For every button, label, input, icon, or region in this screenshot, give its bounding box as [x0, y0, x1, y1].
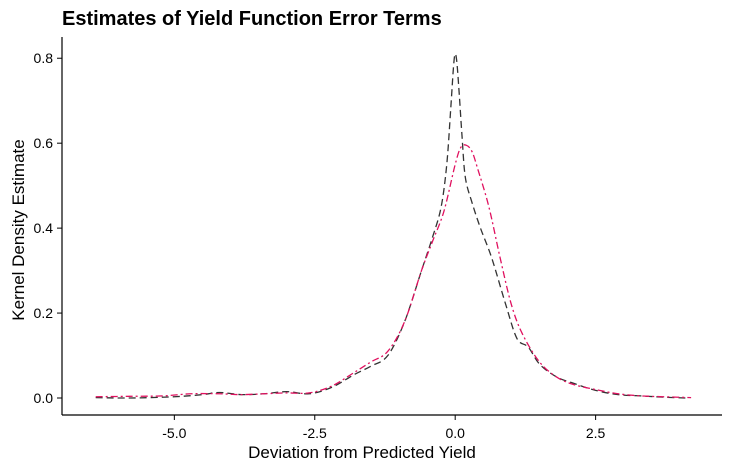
series-group — [95, 53, 692, 399]
y-tick-label: 0.4 — [34, 220, 54, 236]
series-line-dashed — [95, 53, 686, 399]
y-tick-label: 0.8 — [34, 50, 54, 66]
chart-title: Estimates of Yield Function Error Terms — [62, 8, 442, 30]
y-tick-label: 0.0 — [34, 390, 54, 406]
x-tick-label: -5.0 — [162, 425, 186, 441]
series-line-dashdot — [95, 144, 692, 399]
x-tick-label: 0.0 — [445, 425, 465, 441]
y-axis-label: Kernel Density Estimate — [9, 139, 28, 320]
y-tick-label: 0.6 — [34, 135, 54, 151]
x-ticks-group: -5.0 -2.5 0.0 2.5 — [162, 415, 606, 441]
y-ticks-group: 0.0 0.2 0.4 0.6 0.8 — [34, 50, 62, 406]
x-tick-label: 2.5 — [586, 425, 606, 441]
x-tick-label: -2.5 — [303, 425, 327, 441]
x-axis-label: Deviation from Predicted Yield — [248, 443, 476, 462]
y-tick-label: 0.2 — [34, 305, 54, 321]
